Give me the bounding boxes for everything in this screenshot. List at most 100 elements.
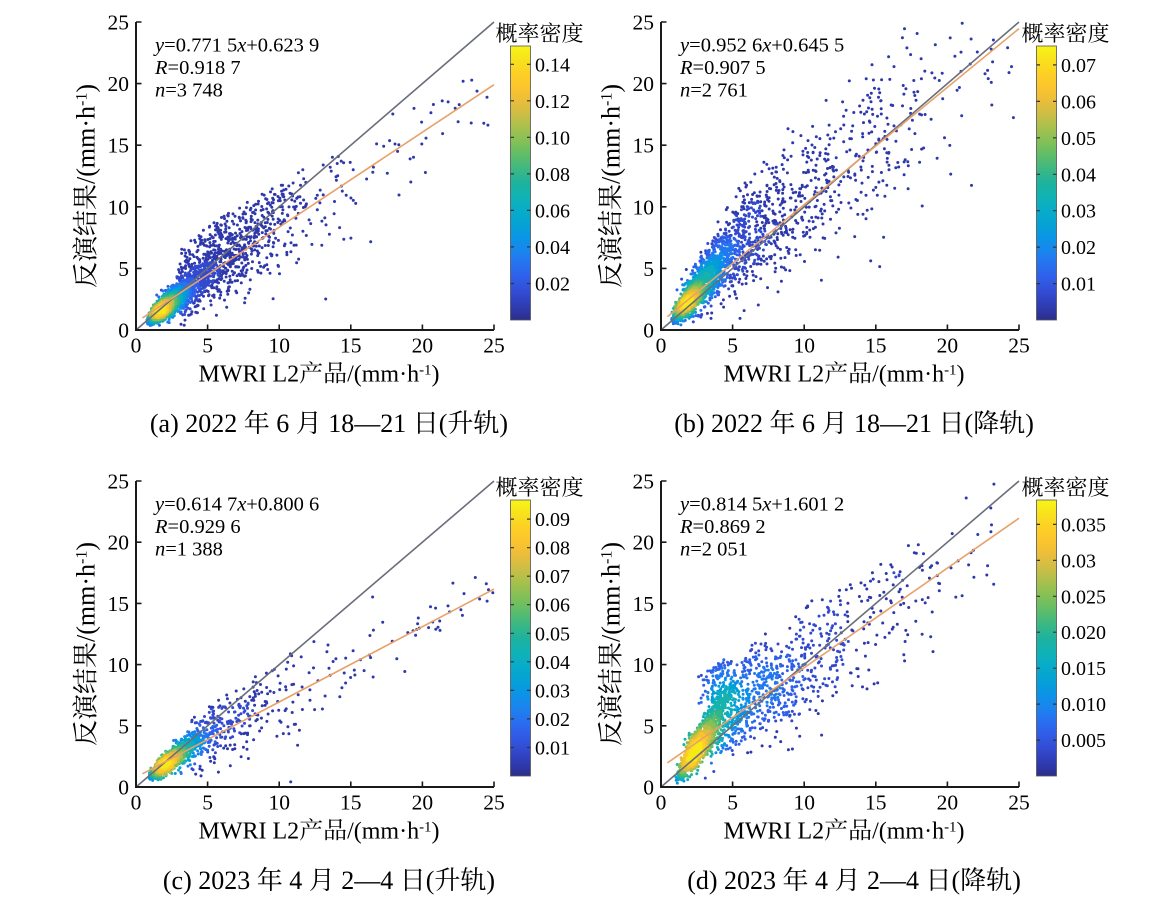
svg-text:): ) <box>1025 409 1034 438</box>
svg-text:2—4: 2—4 <box>861 866 926 895</box>
svg-text:(: ( <box>965 409 974 438</box>
svg-text:-1: -1 <box>74 93 91 106</box>
svg-text:=: = <box>690 80 702 102</box>
svg-text:MWRI L2: MWRI L2 <box>199 362 300 388</box>
svg-text:-1: -1 <box>599 93 616 106</box>
svg-text:15: 15 <box>340 791 362 815</box>
svg-text:25: 25 <box>633 11 655 35</box>
svg-text:): ) <box>597 84 626 93</box>
svg-text:/(mm·h: /(mm·h <box>347 362 419 388</box>
svg-text:15: 15 <box>865 334 887 358</box>
svg-text:5: 5 <box>727 334 738 358</box>
svg-text:20: 20 <box>937 334 959 358</box>
svg-text:(: ( <box>439 409 448 438</box>
svg-text:0.01: 0.01 <box>535 738 570 760</box>
svg-text:0: 0 <box>643 319 654 343</box>
svg-text:5: 5 <box>118 257 129 281</box>
svg-text:5: 5 <box>727 791 738 815</box>
svg-text:0.005: 0.005 <box>1061 730 1106 752</box>
svg-text:+: + <box>246 35 258 57</box>
svg-text:x: x <box>761 35 771 57</box>
svg-text:10: 10 <box>268 791 290 815</box>
svg-text:-1: -1 <box>944 362 956 378</box>
svg-text:0: 0 <box>131 334 142 358</box>
svg-text:n: n <box>155 80 165 102</box>
svg-text:0.05: 0.05 <box>535 623 570 645</box>
svg-text:): ) <box>957 362 965 388</box>
svg-text:5: 5 <box>643 257 654 281</box>
svg-text:25: 25 <box>1008 791 1030 815</box>
svg-text:20: 20 <box>412 791 434 815</box>
svg-text:-1: -1 <box>599 551 616 564</box>
svg-text:R: R <box>154 57 168 79</box>
svg-text:20: 20 <box>633 72 655 96</box>
svg-text:=: = <box>164 35 176 57</box>
svg-text:4: 4 <box>809 866 835 895</box>
svg-text:0.02: 0.02 <box>535 274 570 296</box>
svg-text:0.01: 0.01 <box>1061 274 1096 296</box>
svg-text:0.07: 0.07 <box>535 566 570 588</box>
svg-text:6: 6 <box>796 409 822 438</box>
svg-text:): ) <box>432 819 440 845</box>
svg-text:1 388: 1 388 <box>177 539 223 561</box>
svg-text:y: y <box>153 494 165 516</box>
svg-text:1.601 2: 1.601 2 <box>783 494 845 516</box>
svg-text:15: 15 <box>633 134 655 158</box>
svg-text:0.035: 0.035 <box>1061 514 1106 536</box>
svg-text:0.645 5: 0.645 5 <box>783 35 845 57</box>
svg-text:0.771 5: 0.771 5 <box>176 35 238 57</box>
svg-text:MWRI L2: MWRI L2 <box>199 819 300 845</box>
svg-text:0.869 2: 0.869 2 <box>704 516 766 538</box>
svg-text:y: y <box>678 494 690 516</box>
svg-text:0.06: 0.06 <box>1061 91 1096 113</box>
svg-text:0.03: 0.03 <box>535 680 570 702</box>
svg-text:(c) 2023: (c) 2023 <box>163 866 257 895</box>
svg-text:6: 6 <box>270 409 296 438</box>
svg-text:=: = <box>168 57 180 79</box>
svg-text:25: 25 <box>108 11 130 35</box>
svg-text:MWRI L2: MWRI L2 <box>724 362 825 388</box>
svg-text:0.12: 0.12 <box>535 91 570 113</box>
svg-text:15: 15 <box>865 791 887 815</box>
svg-text:0.04: 0.04 <box>1061 164 1096 186</box>
svg-text:(: ( <box>426 866 435 895</box>
svg-text:0.614 7: 0.614 7 <box>176 494 238 516</box>
svg-text:0.02: 0.02 <box>1061 237 1096 259</box>
svg-text:-1: -1 <box>419 362 431 378</box>
svg-text:0.02: 0.02 <box>535 709 570 731</box>
svg-text:0.010: 0.010 <box>1061 694 1106 716</box>
svg-text:10: 10 <box>268 334 290 358</box>
svg-text:10: 10 <box>633 653 655 677</box>
svg-text:0.800 6: 0.800 6 <box>258 494 320 516</box>
svg-text:0.03: 0.03 <box>1061 201 1096 223</box>
svg-text:18—21: 18—21 <box>322 409 413 438</box>
svg-text:): ) <box>597 542 626 551</box>
svg-text:25: 25 <box>483 791 505 815</box>
svg-text:2—4: 2—4 <box>335 866 400 895</box>
svg-text:15: 15 <box>108 134 130 158</box>
svg-text:15: 15 <box>340 334 362 358</box>
svg-text:+: + <box>771 494 783 516</box>
svg-text:18—21: 18—21 <box>848 409 939 438</box>
svg-text:0.08: 0.08 <box>535 164 570 186</box>
svg-text:+: + <box>771 35 783 57</box>
svg-text:-1: -1 <box>944 819 956 835</box>
svg-text:0.952 6: 0.952 6 <box>701 35 763 57</box>
svg-text:20: 20 <box>108 531 130 555</box>
svg-text:0.907 5: 0.907 5 <box>704 57 766 79</box>
svg-text:0.08: 0.08 <box>535 538 570 560</box>
svg-text:0.06: 0.06 <box>535 200 570 222</box>
svg-text:0.09: 0.09 <box>535 509 570 531</box>
svg-text:15: 15 <box>633 592 655 616</box>
svg-text:3 748: 3 748 <box>177 80 223 102</box>
svg-text:0.10: 0.10 <box>535 127 570 149</box>
svg-text:): ) <box>957 819 965 845</box>
svg-text:/(mm·h: /(mm·h <box>347 819 419 845</box>
svg-text:0.814 5: 0.814 5 <box>701 494 763 516</box>
svg-text:): ) <box>72 542 101 551</box>
svg-text:=: = <box>693 57 705 79</box>
svg-text:0: 0 <box>656 791 667 815</box>
svg-text:5: 5 <box>118 714 129 738</box>
svg-text:25: 25 <box>1008 334 1030 358</box>
svg-text:10: 10 <box>108 653 130 677</box>
